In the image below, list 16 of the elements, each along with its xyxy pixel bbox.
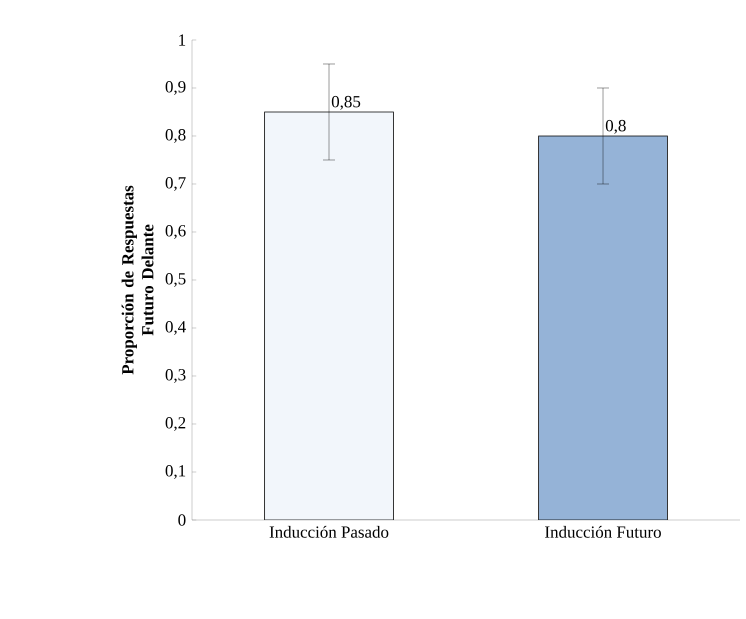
- y-axis-title: Proporción de Respuestas Futuro Delante: [122, 186, 154, 374]
- y-tick-label: 0,6: [166, 225, 186, 239]
- data-label: 0,8: [606, 120, 626, 134]
- y-tick-label: 0,2: [166, 417, 186, 431]
- y-tick-label: 0: [178, 514, 186, 526]
- y-tick-label: 0,4: [166, 321, 186, 335]
- x-tick-label: Inducción Futuro: [545, 526, 661, 538]
- y-tick-label: 0,5: [166, 273, 186, 287]
- y-tick-label: 0,9: [166, 81, 186, 95]
- y-tick-label: 0,8: [166, 129, 186, 143]
- y-tick-label: 0,1: [166, 465, 186, 479]
- data-label: 0,85: [332, 96, 360, 110]
- x-tick-label: Inducción Pasado: [270, 526, 388, 538]
- y-tick-label: 0,7: [166, 177, 186, 191]
- y-tick-label: 1: [179, 34, 186, 46]
- y-tick-label: 0,3: [166, 369, 186, 383]
